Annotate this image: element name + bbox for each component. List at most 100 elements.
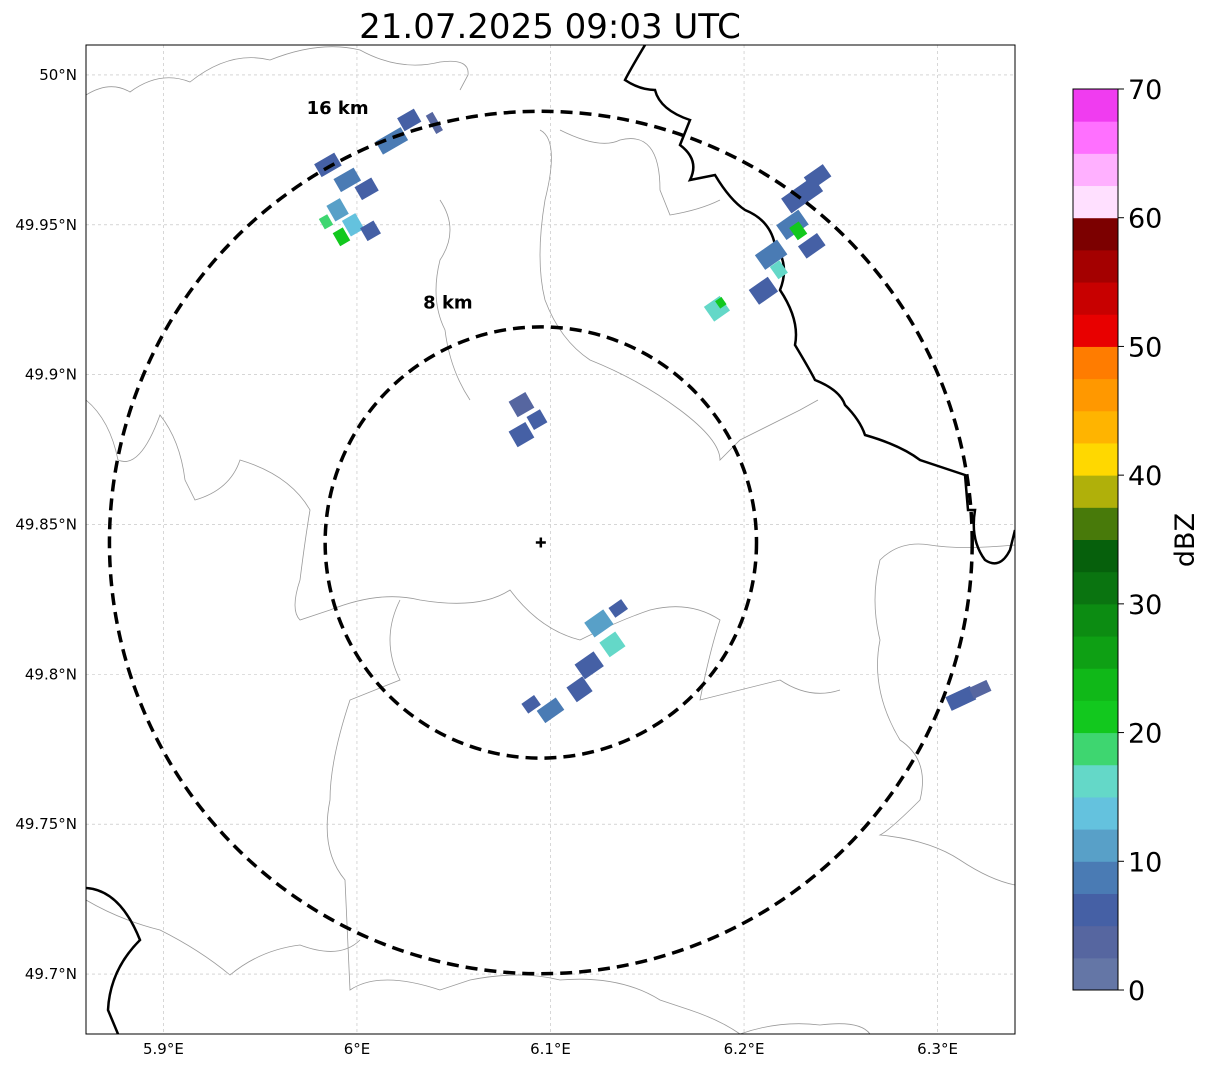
municipal-boundary <box>86 46 469 96</box>
map-area: 8 km 16 km <box>86 45 1015 1034</box>
colorbar-tick-label: 50 <box>1128 332 1162 363</box>
echo-cell <box>945 685 977 711</box>
colorbar-segment <box>1073 957 1118 991</box>
municipal-boundary <box>86 899 361 976</box>
echo-cell <box>608 599 629 618</box>
colorbar-segment <box>1073 893 1118 927</box>
colorbar-segment <box>1073 732 1118 766</box>
lon-tick-label: 6.2°E <box>724 1040 765 1058</box>
municipal-boundary <box>86 399 841 701</box>
longitude-ticks: 5.9°E 6°E 6.1°E 6.2°E 6.3°E <box>143 1040 958 1058</box>
echo-cell <box>803 164 832 190</box>
range-rings: 8 km 16 km <box>107 98 974 976</box>
colorbar-segment <box>1073 507 1118 540</box>
lon-tick-label: 6.3°E <box>917 1040 958 1058</box>
colorbar-segment <box>1073 764 1118 798</box>
reflectivity-echoes <box>314 108 992 724</box>
colorbar-segment <box>1073 925 1118 959</box>
colorbar-segment <box>1073 153 1118 187</box>
colorbar-segment <box>1073 668 1118 701</box>
national-border <box>86 45 1015 1034</box>
colorbar-tick-label: 20 <box>1128 719 1162 750</box>
echo-cell <box>703 295 731 322</box>
echo-cell <box>354 177 379 201</box>
echo-cell <box>333 167 362 193</box>
echo-cell <box>341 213 365 237</box>
lat-tick-label: 49.75°N <box>15 815 77 833</box>
echo-cell <box>748 276 779 305</box>
lat-tick-label: 49.95°N <box>15 216 77 234</box>
echo-cell <box>360 220 381 242</box>
colorbar-segment <box>1073 571 1118 605</box>
colorbar-segment <box>1073 410 1118 444</box>
lon-tick-label: 6.1°E <box>530 1040 571 1058</box>
municipal-boundary <box>539 129 819 461</box>
colorbar-segment <box>1073 796 1118 830</box>
colorbar-segment <box>1073 475 1118 508</box>
echo-cell <box>318 214 334 230</box>
colorbar-frame <box>1072 88 1119 991</box>
range-ring-label: 8 km <box>423 293 473 314</box>
colorbar-segment <box>1073 217 1118 251</box>
echo-cell <box>566 676 593 703</box>
colorbar-tick-label: 0 <box>1128 976 1145 1007</box>
echo-cell <box>715 296 727 309</box>
colorbar-segment <box>1073 89 1118 122</box>
colorbar-segment <box>1073 603 1118 637</box>
echo-cell <box>599 631 626 658</box>
range-ring <box>107 109 974 976</box>
echo-cell <box>776 209 809 240</box>
map-frame <box>85 44 1016 1035</box>
colorbar-ticks: 0 10 20 30 40 50 60 70 <box>1118 75 1162 1007</box>
range-ring <box>323 325 759 760</box>
map-title: 21.07.2025 09:03 UTC <box>359 7 741 47</box>
colorbar-segment <box>1073 282 1118 315</box>
echo-cell <box>332 227 351 247</box>
border-line <box>86 886 142 1034</box>
colorbar-segment <box>1073 829 1118 862</box>
colorbar-segment <box>1073 539 1118 573</box>
echo-cell <box>536 697 565 724</box>
colorbar-segment <box>1073 249 1118 283</box>
border-line <box>623 45 1015 565</box>
colorbar-segment <box>1073 636 1118 669</box>
radar-site-marker <box>535 537 546 548</box>
municipal-boundary <box>435 199 471 401</box>
colorbar-tick-label: 70 <box>1128 75 1162 106</box>
colorbar-tick-label: 10 <box>1128 847 1162 878</box>
colorbar-segment <box>1073 346 1118 380</box>
echo-cell <box>769 260 788 280</box>
echo-cell <box>397 108 422 132</box>
echo-cell <box>584 609 614 638</box>
municipal-boundary <box>874 543 1015 886</box>
echo-cell <box>326 198 349 222</box>
colorbar-segment <box>1073 442 1118 476</box>
colorbar-tick-label: 40 <box>1128 461 1162 492</box>
echo-cell <box>574 651 604 680</box>
echo-cell <box>797 232 826 259</box>
colorbar-segment <box>1073 314 1118 347</box>
lon-tick-label: 5.9°E <box>143 1040 184 1058</box>
lat-tick-label: 49.8°N <box>25 665 77 683</box>
colorbar-tick-label: 30 <box>1128 590 1162 621</box>
echo-cell <box>789 221 808 241</box>
echo-cell <box>508 392 535 418</box>
colorbar-segment <box>1073 700 1118 734</box>
echo-cell <box>521 694 541 714</box>
echo-cell <box>314 152 342 178</box>
municipal-boundary <box>559 129 721 216</box>
latitude-ticks: 50°N 49.95°N 49.9°N 49.85°N 49.8°N 49.75°N 49.… <box>15 66 77 983</box>
lat-tick-label: 49.85°N <box>15 516 77 534</box>
gridlines <box>86 45 1015 1034</box>
echo-cell <box>754 239 788 270</box>
colorbar-label: dBZ <box>1170 513 1201 567</box>
lat-tick-label: 49.7°N <box>25 965 77 983</box>
municipal-boundary <box>739 1023 871 1034</box>
boundaries <box>86 46 1015 1034</box>
colorbar-segment <box>1073 861 1118 894</box>
municipal-boundary <box>326 599 741 1034</box>
colorbar <box>1073 89 1118 991</box>
colorbar-segment <box>1073 185 1118 219</box>
echo-cell <box>968 679 992 699</box>
